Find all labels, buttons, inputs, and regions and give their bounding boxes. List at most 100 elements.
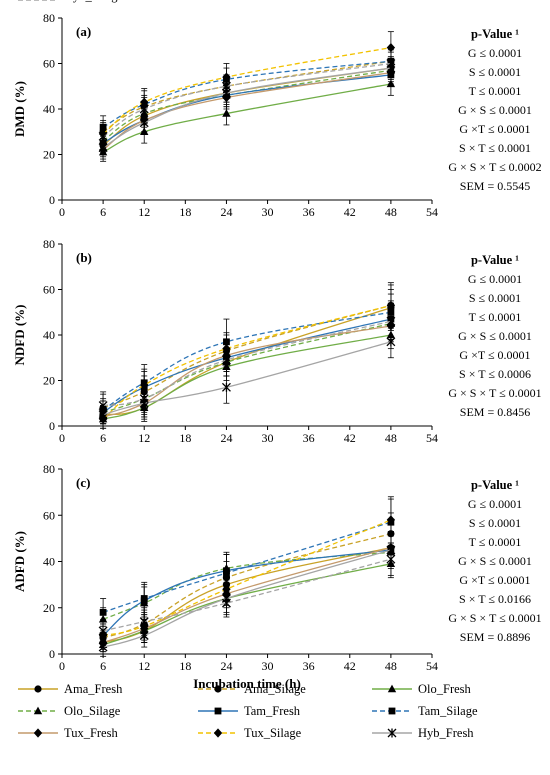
panel-a-x-tick-label: 36	[303, 205, 315, 219]
panel-a-y-tick-label: 20	[43, 148, 55, 162]
legend-marker	[213, 728, 223, 738]
panel-c-data-point	[221, 598, 231, 608]
legend-marker	[214, 707, 222, 715]
panel-c-series-line	[102, 546, 392, 644]
panel-c-series-line	[102, 519, 392, 637]
panel-a-series-hyb-silage	[98, 51, 396, 149]
panel-b-series-line	[102, 311, 392, 411]
panel-a-x-tick-label: 18	[179, 205, 191, 219]
panel-b-series-line	[102, 325, 392, 418]
panel-c-stat-line: S ≤ 0.0001	[469, 516, 521, 530]
panel-b-series-hyb-silage	[98, 302, 396, 420]
legend-marker	[33, 706, 43, 715]
panel-c-series-line	[102, 549, 392, 648]
panel-b-y-tick-label: 0	[49, 419, 55, 433]
panel-b-data-point	[98, 401, 108, 410]
panel-a-series-line	[102, 62, 391, 137]
legend-entry-tam-silage: Tam_Silage	[372, 704, 478, 718]
panel-b-stat-line: SEM = 0.8456	[460, 405, 530, 419]
panel-a-y-axis-label: DMD (%)	[12, 81, 27, 137]
panel-b-stat-line: G × S ≤ 0.0001	[458, 329, 532, 343]
panel-a-series-line	[102, 46, 392, 135]
legend-entry-ama-silage: Ama_Silage	[198, 682, 306, 696]
panel-a-label: (a)	[76, 24, 91, 39]
panel-a-series-line	[102, 83, 392, 153]
panel-c-y-tick-label: 20	[43, 601, 55, 615]
panel-c-x-tick-label: 12	[138, 659, 150, 673]
panel-c-data-point	[386, 515, 396, 525]
panel-b-x-tick-label: 24	[220, 431, 232, 445]
panel-c-stats-title: p-Value ¹	[471, 478, 519, 492]
panel-b-data-point	[221, 355, 231, 365]
panel-c-x-tick-label: 18	[179, 659, 191, 673]
panel-b-data-point	[221, 382, 231, 392]
panel-a-stat-line: G ≤ 0.0001	[468, 46, 522, 60]
legend-label: Hyb_Silage	[64, 0, 123, 3]
panel-c-label: (c)	[76, 475, 90, 490]
panel-c-data-point	[386, 554, 396, 564]
panel-c-series-hyb-silage	[98, 542, 396, 643]
panel-b-series-line	[102, 304, 392, 420]
legend-label: Ama_Silage	[244, 682, 306, 696]
panel-b-series-line	[102, 318, 392, 413]
panel-c-stat-line: G ≤ 0.0001	[468, 497, 522, 511]
panel-c-series-line	[102, 533, 392, 639]
panel-a-x-tick-label: 42	[344, 205, 356, 219]
panel-c-series-line	[102, 558, 392, 632]
panel-a-y-tick-label: 40	[43, 102, 55, 116]
panel-b-stat-line: S × T ≤ 0.0006	[459, 367, 531, 381]
panel-a-data-point	[98, 131, 108, 141]
panel-c-stat-line: S × T ≤ 0.0166	[459, 592, 531, 606]
panel-c-x-tick-label: 0	[59, 659, 65, 673]
legend-label: Tam_Fresh	[244, 704, 301, 718]
panel-b-stat-line: T ≤ 0.0001	[469, 310, 522, 324]
panel-b-data-point	[139, 394, 149, 404]
panel-b-series-line	[102, 341, 392, 416]
panel-c-stat-line: G ×T ≤ 0.0001	[459, 573, 530, 587]
panel-c-y-tick-label: 80	[43, 462, 55, 476]
panel-a-series-line	[102, 67, 391, 149]
panel-c-data-point	[140, 595, 148, 602]
panel-c-y-tick-label: 60	[43, 508, 55, 522]
panel-b-x-tick-label: 48	[385, 431, 397, 445]
panel-c-x-tick-label: 48	[385, 659, 397, 673]
panel-a-stat-line: S ≤ 0.0001	[469, 65, 521, 79]
panel-b-x-tick-label: 6	[100, 431, 106, 445]
legend-entry-olo-silage: Olo_Silage	[18, 704, 121, 718]
legend: Ama_Fresh Ama_Silage Olo_Fresh Olo_Silage Ta…	[18, 0, 478, 740]
panel-b-stats-title: p-Value ¹	[471, 253, 519, 267]
panel-c-x-tick-label: 6	[100, 659, 106, 673]
panel-c-x-tick-label: 30	[262, 659, 274, 673]
panel-c-y-tick-label: 0	[49, 647, 55, 661]
legend-entry-hyb-silage: Hyb_Silage	[18, 0, 123, 3]
panel-b-x-tick-label: 0	[59, 431, 65, 445]
panel-c-stat-line: G × S × T ≤ 0.0001	[448, 611, 541, 625]
panel-b-stat-line: G ×T ≤ 0.0001	[459, 348, 530, 362]
panel-c-x-tick-label: 54	[426, 659, 438, 673]
legend-marker	[387, 728, 397, 738]
panel-a-stats-title: p-Value ¹	[471, 27, 519, 41]
panel-c-series-line	[102, 549, 391, 636]
panel-b: 0 20 40 60 80 0 6 12 18 24 30 36 42 48 54 NDFD (%) (b) p-…	[12, 237, 542, 445]
panel-b-x-tick-label: 30	[262, 431, 274, 445]
legend-label: Ama_Fresh	[64, 682, 123, 696]
panel-a-x-tick-label: 24	[220, 205, 232, 219]
panel-a-data-point	[139, 104, 149, 114]
legend-entry-tux-silage: Tux_Silage	[198, 726, 302, 740]
panel-c-x-tick-label: 42	[344, 659, 356, 673]
legend-label: Olo_Fresh	[418, 682, 472, 696]
panel-b-x-tick-label: 54	[426, 431, 438, 445]
panel-c-stat-line: SEM = 0.8896	[460, 630, 530, 644]
legend-entry-olo-fresh: Olo_Fresh	[372, 682, 472, 696]
legend-entry-ama-fresh: Ama_Fresh	[18, 682, 123, 696]
panel-a-y-tick-label: 60	[43, 57, 55, 71]
panel-c-x-tick-label: 36	[303, 659, 315, 673]
panel-a-x-tick-label: 6	[100, 205, 106, 219]
panel-c-series-line	[102, 521, 392, 613]
panel-a-stat-line: G × S × T ≤ 0.0002	[448, 160, 541, 174]
panel-b-stat-line: G × S × T ≤ 0.0001	[448, 386, 541, 400]
panel-a-x-tick-label: 0	[59, 205, 65, 219]
